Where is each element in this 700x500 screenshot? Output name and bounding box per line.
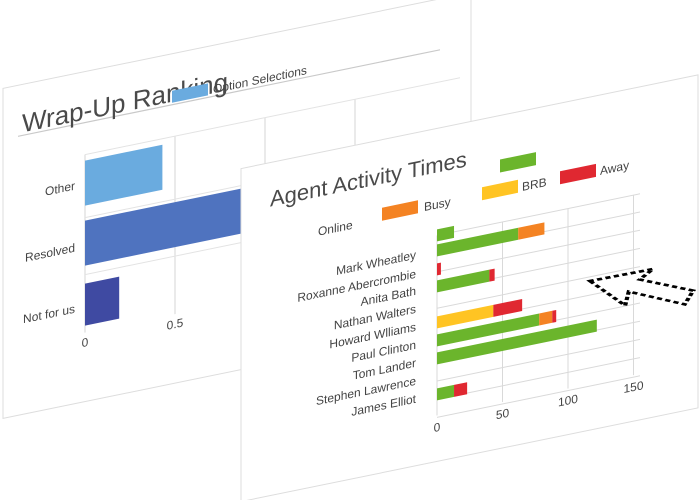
wrapup-title-rule — [18, 49, 440, 137]
legend-label-busy: Busy — [424, 195, 452, 215]
legend-swatch-away — [560, 163, 596, 185]
agent-bar-segment — [552, 309, 557, 323]
agent-bar-segment — [437, 304, 494, 329]
agent-gridline — [437, 266, 640, 309]
agent-x-tick: 50 — [496, 406, 510, 423]
legend-label-brb: BRB — [522, 175, 547, 194]
agent-gridline — [437, 229, 640, 273]
wrapup-bar — [85, 144, 163, 206]
legend-label-away: Away — [600, 158, 630, 178]
wrapup-row-divider — [85, 77, 460, 156]
agent-x-tick: 100 — [558, 392, 578, 410]
agent-bar-segment — [437, 319, 597, 365]
agent-bar-segment — [437, 384, 455, 401]
agent-x-tick: 0 — [434, 420, 441, 435]
agent-x-tick: 150 — [623, 378, 643, 396]
agent-bar-segment — [454, 382, 468, 397]
agent-bar-segment — [437, 269, 490, 293]
agent-gridline — [437, 357, 640, 400]
agent-bar-segment — [518, 222, 545, 240]
agent-bar-segment — [437, 313, 540, 347]
agent-gridline — [437, 375, 640, 418]
cursor-arrow-icon — [586, 266, 697, 309]
agent-bar-segment — [539, 310, 553, 326]
agent-bar-segment — [493, 298, 523, 317]
legend-swatch-online — [500, 152, 536, 173]
agent-bar-segment — [489, 268, 495, 282]
agent-bar-segment — [437, 262, 441, 276]
wrapup-x-tick: 0 — [82, 335, 89, 350]
agent-legend: Online Busy BRB Away — [318, 152, 630, 239]
legend-swatch-busy — [382, 200, 418, 221]
legend-swatch-brb — [482, 179, 518, 201]
wrapup-x-tick: 0.5 — [167, 315, 184, 332]
wrapup-category-label: Other — [45, 179, 75, 199]
wrapup-legend-swatch — [172, 83, 208, 103]
agent-x-ticks: 0 50 100 150 — [434, 378, 644, 435]
agent-gridline — [437, 193, 640, 236]
agent-bars — [437, 222, 597, 401]
agent-bar-segment — [437, 225, 455, 242]
wrapup-bar — [85, 276, 120, 326]
agent-bar-segment — [437, 227, 519, 257]
agent-gridline — [437, 338, 640, 382]
agent-card — [240, 74, 699, 500]
